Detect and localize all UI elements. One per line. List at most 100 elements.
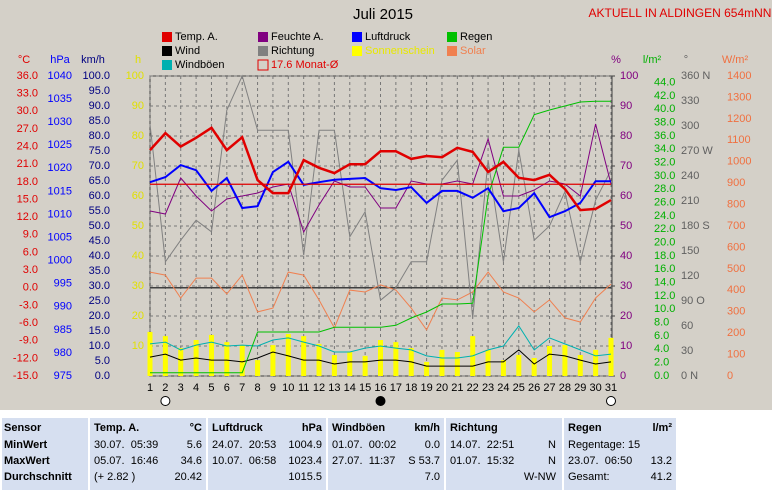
legend-swatch <box>258 32 268 42</box>
table-header: °C <box>190 422 202 434</box>
y-tick-label: 80 <box>132 130 144 142</box>
axis-title: h <box>135 54 141 66</box>
y-tick-label: 1020 <box>48 162 72 174</box>
y-tick-label: 25.0 <box>89 295 110 307</box>
legend-swatch <box>162 46 172 56</box>
y-tick-label: 55.0 <box>89 205 110 217</box>
y-tick-label: 0.0 <box>95 370 110 382</box>
x-tick-label: 25 <box>513 382 525 394</box>
sun-bar <box>393 342 399 376</box>
y-tick-label: 50 <box>620 220 632 232</box>
chart-title: Juli 2015 <box>353 6 413 23</box>
y-tick-label: 40.0 <box>89 250 110 262</box>
sun-bar <box>162 336 168 376</box>
table-cell: 7.0 <box>425 471 440 483</box>
x-tick-label: 14 <box>344 382 356 394</box>
table-cell: 1004.9 <box>288 439 322 451</box>
sun-bar <box>378 340 383 376</box>
y-tick-label: 70 <box>132 160 144 172</box>
x-tick-label: 27 <box>543 382 555 394</box>
y-tick-label: 40 <box>132 250 144 262</box>
y-tick-label: 1400 <box>727 70 751 82</box>
table-col <box>328 418 444 490</box>
y-tick-label: 90.0 <box>89 100 110 112</box>
y-tick-label: 65.0 <box>89 175 110 187</box>
table-cell: 5.6 <box>187 439 202 451</box>
y-tick-label: 24.0 <box>654 210 675 222</box>
sun-bar <box>224 342 230 376</box>
legend-swatch <box>162 32 172 42</box>
legend-label: Wind <box>175 45 200 57</box>
y-tick-label: 100 <box>126 70 144 82</box>
y-tick-label: 3.0 <box>23 264 38 276</box>
table-cell: 23.07. 06:50 <box>568 455 632 467</box>
y-tick-label: 1015 <box>48 185 72 197</box>
x-tick-label: 3 <box>178 382 184 394</box>
sun-bar <box>239 345 245 376</box>
y-tick-label: 1000 <box>48 255 72 267</box>
series-line <box>150 100 611 374</box>
y-tick-label: 20.0 <box>654 237 675 249</box>
y-tick-label: 995 <box>54 278 72 290</box>
table-cell: N <box>548 439 556 451</box>
y-tick-label: 10.0 <box>89 340 110 352</box>
legend-swatch <box>258 46 268 56</box>
axis-title: hPa <box>50 54 70 66</box>
y-tick-label: 180 S <box>681 220 710 232</box>
y-tick-label: 975 <box>54 370 72 382</box>
y-tick-label: 10.0 <box>654 303 675 315</box>
x-tick-label: 17 <box>390 382 402 394</box>
legend-label: Windböen <box>175 59 225 71</box>
y-tick-label: 21.0 <box>17 158 38 170</box>
sun-bar <box>577 355 583 376</box>
table-col <box>564 418 676 490</box>
x-tick-label: 19 <box>420 382 432 394</box>
legend-swatch <box>352 32 362 42</box>
y-tick-label: 9.0 <box>23 229 38 241</box>
x-tick-label: 20 <box>436 382 448 394</box>
y-tick-label: 20.0 <box>89 310 110 322</box>
sun-bar <box>562 345 568 376</box>
y-tick-label: 12.0 <box>17 211 38 223</box>
series-line <box>149 123 612 234</box>
y-tick-label: 60 <box>681 320 693 332</box>
y-tick-label: 10 <box>132 340 144 352</box>
table-header: l/m² <box>652 422 672 434</box>
y-tick-label: 42.0 <box>654 90 675 102</box>
y-tick-label: 1040 <box>48 70 72 82</box>
sun-bar <box>500 360 506 376</box>
table-cell: 14.07. 22:51 <box>450 439 514 451</box>
table-cell: W-NW <box>524 471 557 483</box>
moon-phase <box>375 396 386 406</box>
y-tick-label: 2.0 <box>654 357 669 369</box>
y-tick-label: 44.0 <box>654 77 675 89</box>
y-tick-label: 1010 <box>48 208 72 220</box>
sun-bar <box>208 334 214 376</box>
table-header: Temp. A. <box>94 422 139 434</box>
y-tick-label: 80 <box>620 130 632 142</box>
y-tick-label: 50 <box>132 220 144 232</box>
sun-bar <box>531 358 537 376</box>
table-cell: 10.07. 06:58 <box>212 455 276 467</box>
x-tick-label: 21 <box>451 382 463 394</box>
y-tick-label: 210 <box>681 195 699 207</box>
y-tick-label: 40.0 <box>654 103 675 115</box>
y-tick-label: 1025 <box>48 139 72 151</box>
table-col <box>208 418 326 490</box>
y-tick-label: 80.0 <box>89 130 110 142</box>
y-tick-label: 90 <box>132 100 144 112</box>
sun-bar <box>331 355 337 376</box>
legend-label: Solar <box>460 45 486 57</box>
table-col <box>446 418 562 490</box>
y-tick-label: 15.0 <box>89 325 110 337</box>
table-header: MinWert <box>4 439 48 451</box>
y-tick-label: 0 <box>727 370 733 382</box>
y-tick-label: 15.0 <box>17 193 38 205</box>
y-tick-label: 100 <box>620 70 638 82</box>
y-tick-label: 30.0 <box>654 170 675 182</box>
y-tick-label: 270 W <box>681 145 713 157</box>
x-tick-label: 1 <box>147 382 153 394</box>
moon-phase <box>606 396 616 406</box>
y-tick-label: -6.0 <box>19 317 38 329</box>
